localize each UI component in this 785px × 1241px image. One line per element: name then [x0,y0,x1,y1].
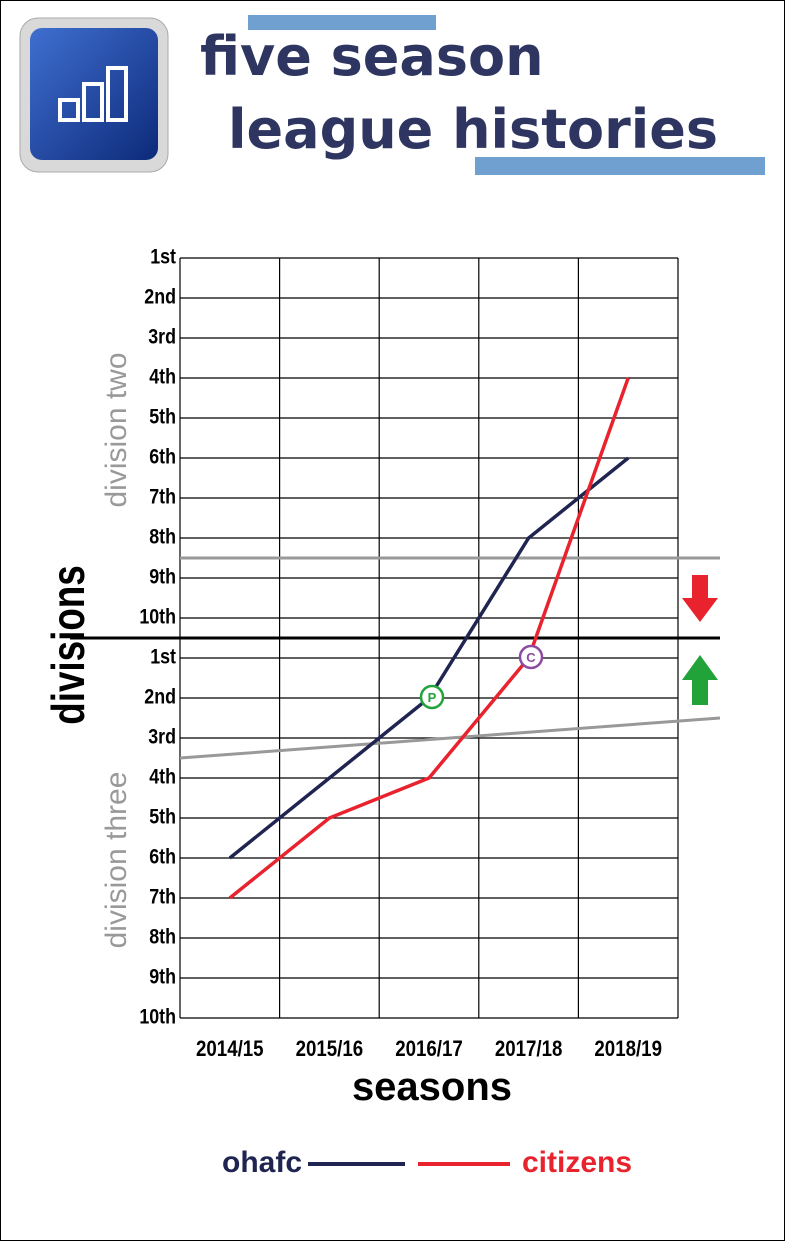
y-tick-label: 8th [149,925,176,949]
y-tick-label: 4th [149,765,176,789]
marker-label: C [526,650,536,665]
title-bar [475,157,765,175]
x-tick-label: 2015/16 [296,1038,364,1062]
y-tick-label: 1st [150,645,176,669]
y-tick-label: 7th [149,485,176,509]
y-tick-label: 9th [149,565,176,589]
y-tick-label: 10th [139,1005,176,1029]
y-tick-label: 6th [149,845,176,869]
x-tick-label: 2016/17 [395,1038,463,1062]
y-tick-label: 7th [149,885,176,909]
y-tick-label: 6th [149,445,176,469]
division-boundary [179,716,721,760]
series-line [228,377,630,900]
y-tick-label: 4th [149,365,176,389]
x-tick-label: 2017/18 [495,1038,563,1062]
division-label: division two [100,352,133,507]
division-label: division three [100,772,133,949]
marker-badge [419,684,445,710]
legend-label: citizens [522,1146,632,1179]
x-tick-label: 2014/15 [196,1038,264,1062]
y-tick-label: 9th [149,965,176,989]
x-axis-label: seasons [352,1065,512,1109]
logo [19,17,169,173]
y-tick-label: 5th [149,805,176,829]
y-tick-label: 5th [149,405,176,429]
y-tick-label: 2nd [144,685,176,709]
y-axis-label: divisions [42,565,94,724]
x-tick-label: 2018/19 [594,1038,662,1062]
relegation-arrow [682,575,718,622]
marker-label: P [428,690,437,705]
title-bar [248,15,436,30]
marker-badge [518,644,544,670]
y-tick-label: 3rd [148,725,176,749]
y-tick-label: 3rd [148,325,176,349]
plot: 1st 2nd 3rd 4th 5th 6th 7th 8th 9th 10th 1st 2nd 3rd… [70,245,721,1062]
legend-label: ohafc [222,1146,302,1179]
y-tick-label: 8th [149,525,176,549]
title: league histories [228,98,718,161]
title: five season [200,25,544,88]
y-tick-label: 1st [150,245,176,269]
promotion-arrow [682,655,718,705]
y-tick-label: 2nd [144,285,176,309]
y-tick-label: 10th [139,605,176,629]
